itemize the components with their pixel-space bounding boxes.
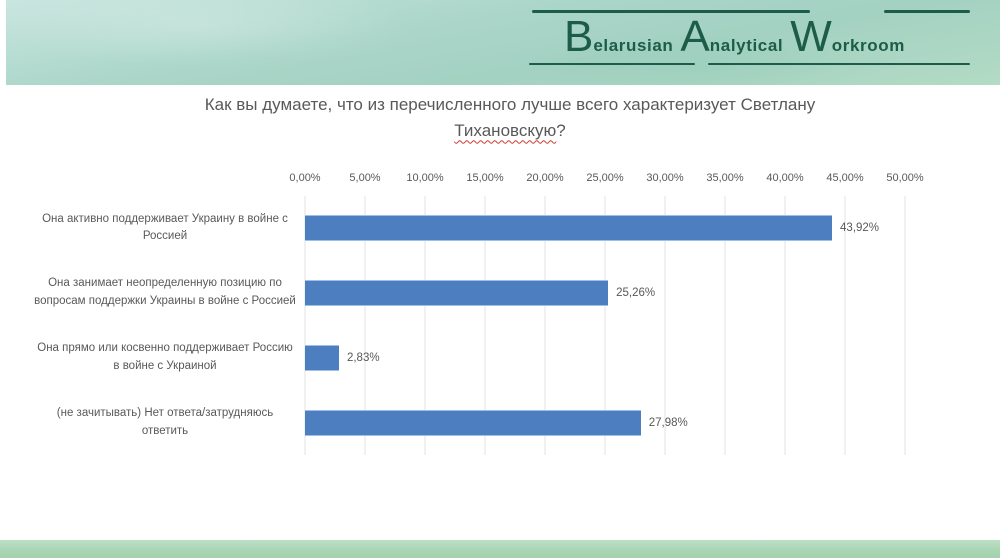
bar [305,409,641,436]
gridline [724,196,726,455]
gridline [904,196,906,455]
category-labels: Она активно поддерживает Украину в войне… [32,196,298,455]
footer-band [0,540,1000,558]
x-tick-label: 25,00% [586,172,624,184]
header-band [6,0,1000,85]
logo-rest-analytical: nalytical [709,36,784,55]
gridline [604,196,606,455]
x-tick-label: 40,00% [766,172,804,184]
bar-row: 2,83% [305,326,905,391]
value-label: 43,92% [840,222,880,235]
bar-row: 25,26% [305,261,905,326]
logo-initial-b: B [564,12,593,61]
chart-title: Как вы думаете, что из перечисленного лу… [55,92,965,143]
bar-row: 43,92% [305,196,905,261]
category-label: (не зачитывать) Нет ответа/затрудняюсь о… [56,406,274,437]
gridline [484,196,486,455]
gridline [544,196,546,455]
gridline [664,196,666,455]
logo-initial-w: W [790,12,832,61]
bar [305,215,833,242]
logo-rule-top-right [884,10,970,13]
x-axis-ticks: 0,00% 5,00% 10,00% 15,00% 20,00% 25,00% 30,00%… [289,172,923,188]
logo-initial-a: A [680,12,709,61]
gridline [424,196,426,455]
value-label: 2,83% [346,351,380,364]
x-tick-label: 15,00% [466,172,504,184]
x-tick-label: 10,00% [406,172,444,184]
chart-title-question-mark: ? [556,120,566,140]
x-tick-label: 20,00% [526,172,564,184]
category-label: Она занимает неопределенную позицию по в… [34,277,296,308]
value-label: 25,26% [616,287,656,300]
x-tick-label: 50,00% [886,172,924,184]
chart-title-line1: Как вы думаете, что из перечисленного лу… [204,95,816,114]
bar-row: 27,98% [305,390,905,455]
category-label: Она активно поддерживает Украину в войне… [42,212,288,243]
logo-rest-workroom: orkroom [831,36,905,55]
x-tick-label: 45,00% [826,172,864,184]
plot-area: 43,92% 25,26% 2,83% 27,98% [304,196,906,455]
gridline [784,196,786,455]
logo-rule-top-left [532,10,810,13]
bar [305,344,339,371]
gridline [304,196,306,455]
logo-rest-belarusian: elarusian [593,36,674,55]
x-tick-label: 5,00% [349,172,381,184]
x-tick-label: 35,00% [706,172,744,184]
logo-rule-bottom-right [708,62,970,65]
bars: 43,92% 25,26% 2,83% 27,98% [305,196,905,455]
gridline [364,196,366,455]
x-tick-label: 0,00% [289,172,321,184]
bar [305,280,609,307]
category-label: Она прямо или косвенно поддерживает Росс… [37,342,293,372]
chart-title-misspelled-word: Тихановскую [454,120,557,140]
gridline [844,196,846,455]
x-tick-label: 30,00% [646,172,684,184]
value-label: 27,98% [648,416,688,429]
logo-rule-bottom-left [529,62,695,65]
